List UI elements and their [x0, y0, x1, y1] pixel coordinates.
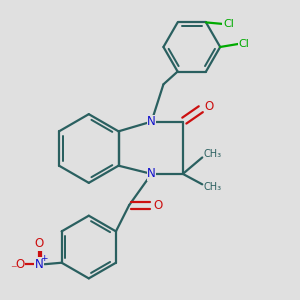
Text: N: N: [147, 167, 156, 180]
Text: CH₃: CH₃: [204, 182, 222, 192]
Text: ⁻: ⁻: [10, 263, 16, 276]
Text: CH₃: CH₃: [204, 149, 222, 160]
Text: Cl: Cl: [223, 19, 234, 29]
Text: N: N: [147, 115, 156, 128]
Text: Cl: Cl: [238, 39, 250, 49]
Text: O: O: [34, 237, 44, 250]
Text: O: O: [15, 258, 25, 271]
Text: N: N: [35, 258, 44, 271]
Text: +: +: [40, 254, 48, 263]
Text: O: O: [204, 100, 214, 113]
Text: O: O: [153, 199, 163, 212]
